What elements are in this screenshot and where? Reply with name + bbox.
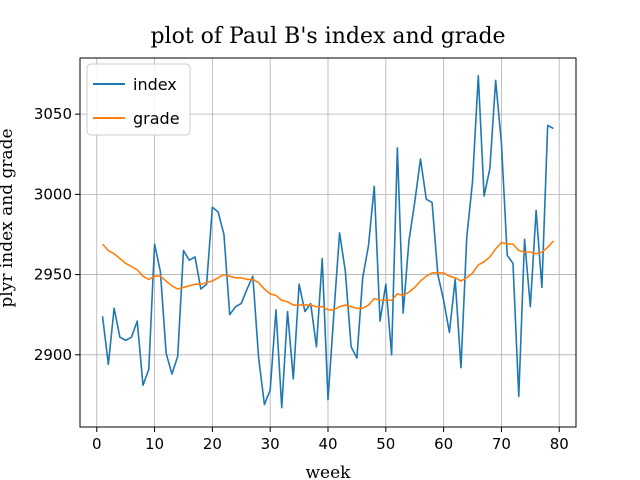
legend-label-index: index	[133, 75, 177, 94]
x-tick-label: 0	[92, 435, 102, 453]
chart-title: plot of Paul B's index and grade	[150, 24, 505, 49]
axis-ticks: 0 10 20 30 40 50 60 70 80 2900 2950 3000 3050	[34, 105, 569, 453]
x-tick-label: 50	[376, 435, 395, 453]
x-tick-label: 20	[203, 435, 222, 453]
y-tick-label: 3000	[34, 185, 72, 203]
x-tick-label: 10	[145, 435, 164, 453]
series-line-grade	[101, 240, 555, 311]
x-axis-label: week	[306, 463, 352, 480]
x-tick-label: 80	[550, 435, 569, 453]
x-tick-label: 40	[318, 435, 337, 453]
legend: index grade	[86, 63, 191, 136]
series-lines	[101, 74, 555, 409]
y-axis-label: plyr index and grade	[0, 128, 17, 307]
series-line-index	[101, 74, 554, 409]
x-tick-label: 30	[261, 435, 280, 453]
x-tick-label: 70	[492, 435, 511, 453]
x-tick-label: 60	[434, 435, 453, 453]
y-tick-label: 3050	[34, 105, 72, 123]
legend-label-grade: grade	[133, 109, 180, 128]
y-tick-label: 2900	[34, 346, 72, 364]
y-tick-label: 2950	[34, 266, 72, 284]
